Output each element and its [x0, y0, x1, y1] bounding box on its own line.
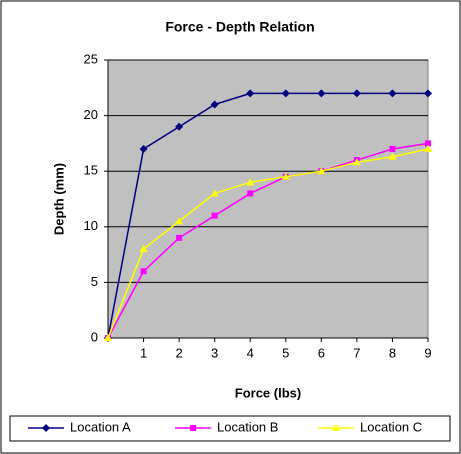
marker — [175, 217, 184, 225]
marker — [104, 334, 112, 341]
marker — [425, 140, 431, 147]
marker — [175, 122, 184, 131]
y-tick-label: 0 — [91, 329, 98, 344]
x-axis-label: Force (lbs) — [235, 385, 301, 400]
y-tick-label: 10 — [84, 218, 98, 233]
legend-box — [9, 415, 451, 442]
x-tick-label: 1 — [140, 345, 147, 360]
marker — [140, 268, 147, 275]
marker — [176, 234, 183, 241]
chart-title: Force - Depth Relation — [165, 19, 314, 35]
marker — [246, 89, 255, 98]
marker — [247, 190, 254, 197]
marker — [210, 189, 219, 197]
plot-area — [107, 59, 429, 339]
series-line — [107, 92, 428, 339]
legend-label: Location C — [360, 419, 422, 434]
marker — [281, 89, 290, 98]
y-tick-label: 25 — [84, 51, 98, 66]
legend-marker — [42, 424, 50, 432]
marker — [352, 158, 361, 166]
x-tick-label: 4 — [247, 345, 254, 360]
legend-label: Location A — [70, 419, 131, 434]
marker — [281, 172, 290, 180]
marker — [317, 167, 326, 175]
x-tick-label: 3 — [211, 345, 218, 360]
marker — [424, 144, 432, 152]
legend-marker — [332, 424, 340, 431]
marker — [139, 245, 148, 253]
marker — [389, 145, 396, 152]
series-line — [107, 148, 429, 339]
legend-label: Location B — [217, 419, 278, 434]
marker — [211, 212, 218, 219]
x-tick-label: 2 — [175, 345, 182, 360]
marker — [210, 100, 219, 109]
marker — [352, 89, 361, 98]
x-tick-label: 5 — [282, 345, 289, 360]
y-axis-label: Depth (mm) — [51, 163, 66, 235]
x-tick-label: 8 — [389, 345, 396, 360]
marker — [139, 144, 148, 153]
marker — [317, 89, 326, 98]
y-tick-label: 5 — [91, 274, 98, 289]
marker — [388, 152, 397, 160]
y-tick-label: 20 — [84, 107, 98, 122]
marker — [388, 89, 397, 98]
series-line — [107, 142, 429, 339]
marker — [424, 89, 432, 98]
x-tick-label: 9 — [424, 345, 431, 360]
marker — [246, 178, 255, 186]
x-tick-label: 6 — [318, 345, 325, 360]
legend-marker — [190, 425, 196, 431]
x-tick-label: 7 — [353, 345, 360, 360]
y-tick-label: 15 — [84, 163, 98, 178]
